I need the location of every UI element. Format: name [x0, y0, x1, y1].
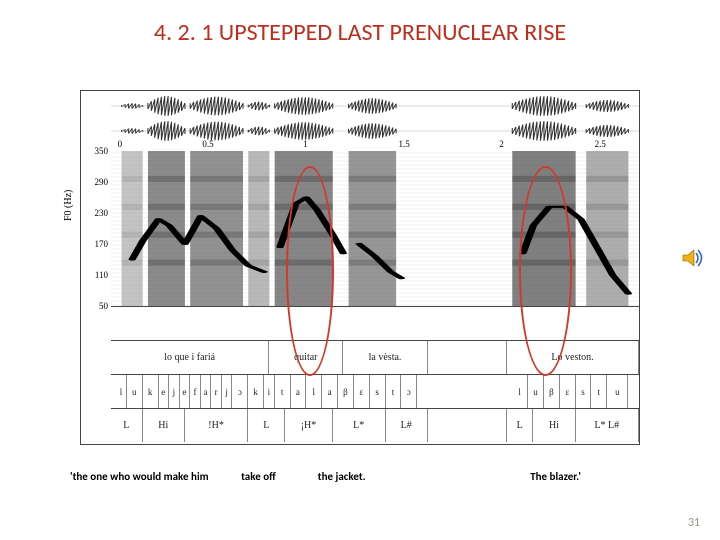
ytick: 230 [81, 208, 111, 218]
tier-cell: e [180, 375, 191, 408]
tier-cell: Hi [143, 409, 185, 442]
tier-cell: j [222, 375, 233, 408]
tier-phonemes: lukejefarjɔkitalaβɛstɔluβɛstu [111, 374, 639, 408]
tier-cell: s [370, 375, 386, 408]
tier-cell: l [306, 375, 322, 408]
tier-cell: lo que i fariá [111, 341, 269, 374]
tier-cell: Hi [533, 409, 575, 442]
ytick: 110 [81, 270, 111, 280]
gloss-text: The blazer.' [530, 470, 581, 483]
speaker-icon[interactable] [680, 245, 706, 271]
tier-cell [428, 409, 507, 442]
tier-cell: ¡H* [285, 409, 333, 442]
gloss-text: take off [241, 470, 276, 483]
tier-cell [428, 341, 507, 374]
tier-cell: a [201, 375, 212, 408]
tier-cell: !H* [185, 409, 248, 442]
tier-cell: r [211, 375, 222, 408]
gloss-row: 'the one who would make him take off the j… [70, 470, 660, 490]
tier-tones: LHi!H*L¡H*L*L#LHiL* L# [111, 408, 639, 442]
tier-cell: s [576, 375, 592, 408]
tier-cell: u [607, 375, 628, 408]
waveform-zone [111, 91, 639, 151]
ytick: 350 [81, 146, 111, 156]
gloss-text: 'the one who would make him [70, 470, 209, 483]
tier-cell: L* [333, 409, 386, 442]
tier-cell: L [507, 409, 533, 442]
slide-title: 4. 2. 1 UPSTEPPED LAST PRENUCLEAR RISE [0, 18, 720, 47]
tier-cell: j [169, 375, 180, 408]
tier-cell: β [338, 375, 354, 408]
tier-cell: β [544, 375, 560, 408]
tier-cell: k [143, 375, 159, 408]
tier-cell: f [190, 375, 201, 408]
highlight-ellipse [286, 166, 334, 376]
tier-cell: l [512, 375, 528, 408]
ytick: 50 [81, 301, 111, 311]
ytick: 170 [81, 239, 111, 249]
tier-cell: k [248, 375, 264, 408]
yaxis-label: F0 (Hz) [63, 190, 74, 221]
tier-cell: L [111, 409, 143, 442]
tier-cell: L [248, 409, 285, 442]
tier-cell: a [322, 375, 338, 408]
tier-cell: ɔ [232, 375, 248, 408]
tier-cell: t [275, 375, 291, 408]
tier-cell: ɛ [560, 375, 576, 408]
tier-cell: e [159, 375, 170, 408]
gloss-text: the jacket. [318, 470, 366, 483]
tier-cell: l [116, 375, 127, 408]
tier-cell: u [127, 375, 143, 408]
waveform-svg [111, 91, 639, 151]
tier-cell: t [591, 375, 607, 408]
tier-cell: a [291, 375, 307, 408]
praat-figure: F0 (Hz) 35029023017011050 00.511.522.5 l… [80, 90, 640, 445]
tier-cell: la vèsta. [343, 341, 427, 374]
highlight-ellipse [519, 166, 572, 376]
tier-cell: L* L# [576, 409, 639, 442]
page-number: 31 [688, 516, 700, 530]
tier-cell: t [386, 375, 402, 408]
tier-cell: u [528, 375, 544, 408]
ytick: 290 [81, 177, 111, 187]
slide: 4. 2. 1 UPSTEPPED LAST PRENUCLEAR RISE F… [0, 0, 720, 540]
tier-cell: ɛ [354, 375, 370, 408]
tier-cell: ɔ [401, 375, 417, 408]
tier-cell: L# [386, 409, 428, 442]
tier-cell: i [264, 375, 275, 408]
